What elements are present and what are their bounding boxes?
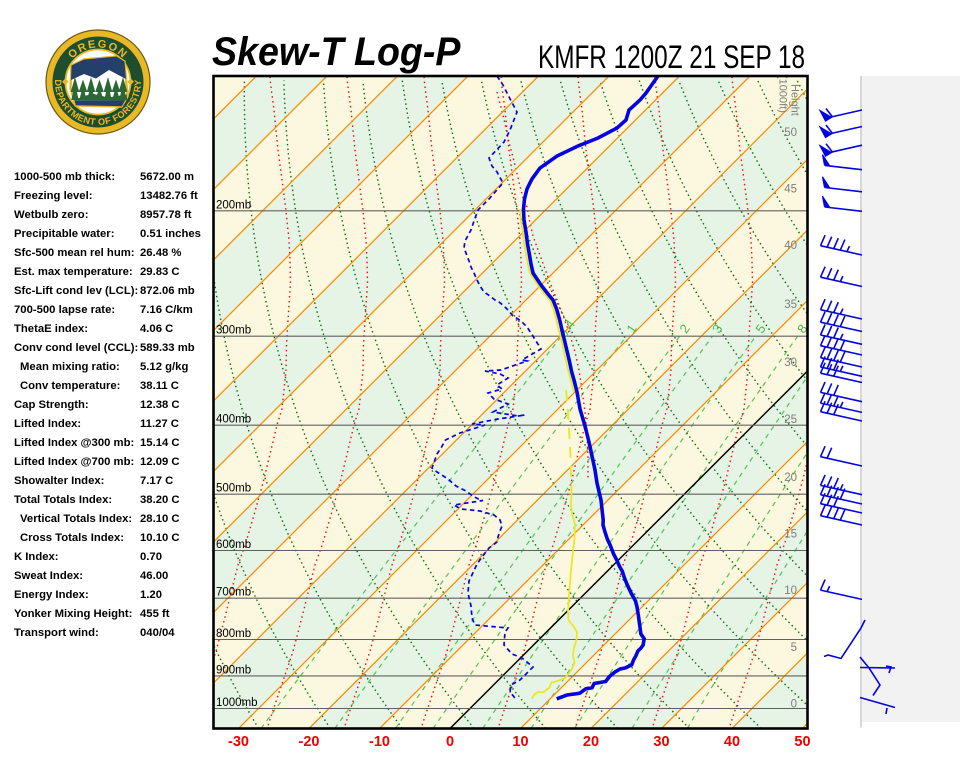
- svg-text:29.83 C: 29.83 C: [140, 266, 180, 278]
- svg-text:38.20 C: 38.20 C: [140, 494, 180, 506]
- svg-text:Lifted Index @300 mb:: Lifted Index @300 mb:: [14, 437, 134, 449]
- svg-text:15.14 C: 15.14 C: [140, 437, 180, 449]
- svg-text:-30: -30: [228, 734, 249, 750]
- svg-text:589.33 mb: 589.33 mb: [140, 342, 195, 354]
- svg-text:Cap Strength:: Cap Strength:: [14, 399, 89, 411]
- svg-text:12.09 C: 12.09 C: [140, 456, 180, 468]
- svg-text:Vertical Totals Index:: Vertical Totals Index:: [20, 513, 132, 525]
- svg-text:1000mb: 1000mb: [216, 697, 258, 709]
- svg-text:1000-500 mb thick:: 1000-500 mb thick:: [14, 171, 115, 183]
- svg-text:10: 10: [512, 734, 528, 750]
- svg-text:20: 20: [583, 734, 599, 750]
- svg-text:8957.78 ft: 8957.78 ft: [140, 209, 192, 221]
- svg-text:5.12 g/kg: 5.12 g/kg: [140, 361, 188, 373]
- svg-text:35: 35: [784, 299, 797, 311]
- svg-text:0: 0: [791, 698, 797, 710]
- svg-text:1.20: 1.20: [140, 589, 162, 601]
- svg-text:26.48 %: 26.48 %: [140, 247, 181, 259]
- svg-text:0.51 inches: 0.51 inches: [140, 228, 201, 240]
- svg-text:0.70: 0.70: [140, 551, 162, 563]
- svg-text:200mb: 200mb: [216, 199, 251, 211]
- svg-text:040/04: 040/04: [140, 627, 175, 639]
- svg-text:900mb: 900mb: [216, 664, 251, 676]
- svg-text:KMFR 1200Z 21 SEP 18: KMFR 1200Z 21 SEP 18: [538, 40, 805, 76]
- svg-text:38.11 C: 38.11 C: [140, 380, 179, 392]
- svg-text:12.38 C: 12.38 C: [140, 399, 180, 411]
- svg-text:(1000ft): (1000ft): [777, 75, 789, 113]
- svg-text:30: 30: [784, 357, 797, 369]
- svg-text:5: 5: [791, 642, 797, 654]
- svg-text:Mean mixing ratio:: Mean mixing ratio:: [20, 361, 120, 373]
- svg-text:Est. max temperature:: Est. max temperature:: [14, 266, 133, 278]
- svg-text:Precipitable water:: Precipitable water:: [14, 228, 114, 240]
- svg-text:400mb: 400mb: [216, 414, 251, 426]
- svg-text:7.16 C/km: 7.16 C/km: [140, 304, 193, 316]
- svg-text:Cross Totals Index:: Cross Totals Index:: [20, 532, 124, 544]
- svg-text:Showalter Index:: Showalter Index:: [14, 475, 104, 487]
- svg-text:-10: -10: [369, 734, 390, 750]
- svg-text:800mb: 800mb: [216, 628, 251, 640]
- svg-text:Height: Height: [789, 84, 801, 116]
- svg-text:13482.76 ft: 13482.76 ft: [140, 190, 198, 202]
- svg-text:K Index:: K Index:: [14, 551, 59, 563]
- svg-text:Conv temperature:: Conv temperature:: [20, 380, 120, 392]
- svg-text:Skew-T Log-P: Skew-T Log-P: [212, 30, 461, 74]
- svg-text:46.00: 46.00: [140, 570, 168, 582]
- svg-text:11.27 C: 11.27 C: [140, 418, 179, 430]
- svg-text:0: 0: [446, 734, 454, 750]
- svg-text:Conv cond level (CCL):: Conv cond level (CCL):: [14, 342, 138, 354]
- svg-text:7.17 C: 7.17 C: [140, 475, 173, 487]
- svg-text:455 ft: 455 ft: [140, 608, 170, 620]
- svg-text:50: 50: [794, 734, 810, 750]
- svg-text:Freezing level:: Freezing level:: [14, 190, 92, 202]
- svg-text:Sweat Index:: Sweat Index:: [14, 570, 83, 582]
- svg-text:Energy Index:: Energy Index:: [14, 589, 89, 601]
- svg-text:28.10 C: 28.10 C: [140, 513, 180, 525]
- svg-text:15: 15: [784, 529, 797, 541]
- svg-text:20: 20: [784, 472, 797, 484]
- svg-text:600mb: 600mb: [216, 539, 251, 551]
- svg-text:10.10 C: 10.10 C: [140, 532, 180, 544]
- svg-text:Lifted Index @700 mb:: Lifted Index @700 mb:: [14, 456, 134, 468]
- svg-text:Transport wind:: Transport wind:: [14, 627, 99, 639]
- svg-text:500mb: 500mb: [216, 483, 251, 495]
- svg-text:700mb: 700mb: [216, 587, 251, 599]
- svg-text:Sfc-Lift cond lev (LCL):: Sfc-Lift cond lev (LCL):: [14, 285, 138, 297]
- svg-text:25: 25: [784, 414, 797, 426]
- svg-text:30: 30: [653, 734, 669, 750]
- svg-text:-20: -20: [299, 734, 320, 750]
- svg-text:300mb: 300mb: [216, 325, 251, 337]
- svg-text:Total Totals Index:: Total Totals Index:: [14, 494, 112, 506]
- svg-text:5672.00 m: 5672.00 m: [140, 171, 194, 183]
- svg-text:40: 40: [784, 240, 797, 252]
- svg-text:Wetbulb zero:: Wetbulb zero:: [14, 209, 88, 221]
- svg-text:45: 45: [784, 184, 797, 196]
- svg-text:4.06 C: 4.06 C: [140, 323, 173, 335]
- svg-text:Yonker Mixing Height:: Yonker Mixing Height:: [14, 608, 132, 620]
- svg-text:872.06 mb: 872.06 mb: [140, 285, 195, 297]
- svg-text:Lifted Index:: Lifted Index:: [14, 418, 81, 430]
- svg-text:40: 40: [724, 734, 740, 750]
- svg-text:ThetaE index:: ThetaE index:: [14, 323, 88, 335]
- svg-text:700-500 lapse rate:: 700-500 lapse rate:: [14, 304, 115, 316]
- svg-text:10: 10: [784, 585, 797, 597]
- svg-text:50: 50: [784, 127, 797, 139]
- svg-text:Sfc-500 mean rel hum:: Sfc-500 mean rel hum:: [14, 247, 135, 259]
